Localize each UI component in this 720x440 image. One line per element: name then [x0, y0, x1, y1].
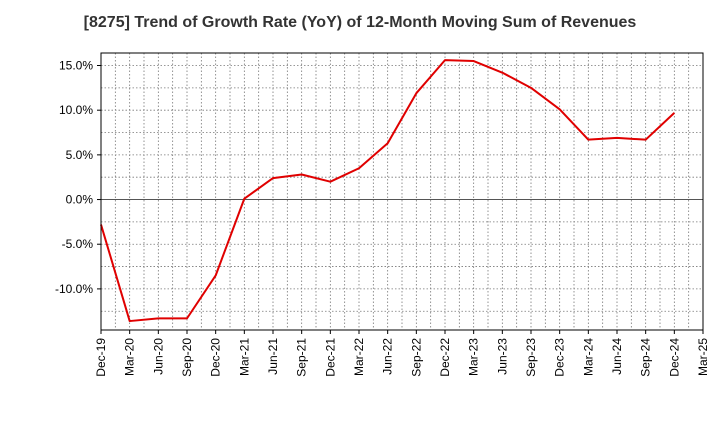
- plot-area-frame: [100, 52, 704, 331]
- x-tick-label: Jun-23: [495, 338, 509, 375]
- x-tick-label: Dec-20: [209, 338, 223, 377]
- y-tick-label: 10.0%: [59, 103, 93, 117]
- y-axis-ticks: -10.0% -5.0% 0.0% 5.0% 10.0% 15.0%: [55, 59, 101, 296]
- x-tick-label: Dec-23: [553, 338, 567, 377]
- x-tick-label: Dec-21: [323, 338, 337, 377]
- x-tick-label: Jun-21: [266, 338, 280, 375]
- x-tick-label: Mar-25: [696, 338, 710, 376]
- x-tick-label: Jun-22: [381, 338, 395, 375]
- x-tick-label: Mar-21: [237, 338, 251, 376]
- x-tick-label: Mar-23: [467, 338, 481, 376]
- x-tick-label: Sep-21: [295, 338, 309, 377]
- series-layer: [100, 59, 676, 323]
- x-tick-label: Sep-24: [639, 338, 653, 377]
- x-axis-ticks: Dec-19 Mar-20 Jun-20 Sep-20 Dec-20 Mar-21 Jun-…: [94, 330, 710, 377]
- grid-lines: [100, 53, 704, 330]
- y-tick-label: 15.0%: [59, 59, 93, 73]
- x-tick-label: Mar-22: [352, 338, 366, 376]
- x-tick-label: Mar-24: [581, 338, 595, 376]
- y-tick-label: -5.0%: [62, 237, 94, 251]
- x-tick-label: Sep-20: [180, 338, 194, 377]
- x-tick-label: Sep-23: [524, 338, 538, 377]
- x-tick-label: Mar-20: [123, 338, 137, 376]
- y-tick-label: -10.0%: [55, 282, 93, 296]
- x-tick-label: Sep-22: [409, 338, 423, 377]
- x-tick-label: Jun-24: [610, 338, 624, 375]
- x-tick-label: Dec-22: [438, 338, 452, 377]
- x-tick-label: Dec-19: [94, 338, 108, 377]
- x-tick-label: Dec-24: [667, 338, 681, 377]
- x-tick-label: Jun-20: [151, 338, 165, 375]
- y-tick-label: 5.0%: [66, 148, 94, 162]
- y-tick-label: 0.0%: [66, 193, 94, 207]
- chart-title: [8275] Trend of Growth Rate (YoY) of 12-…: [83, 14, 637, 31]
